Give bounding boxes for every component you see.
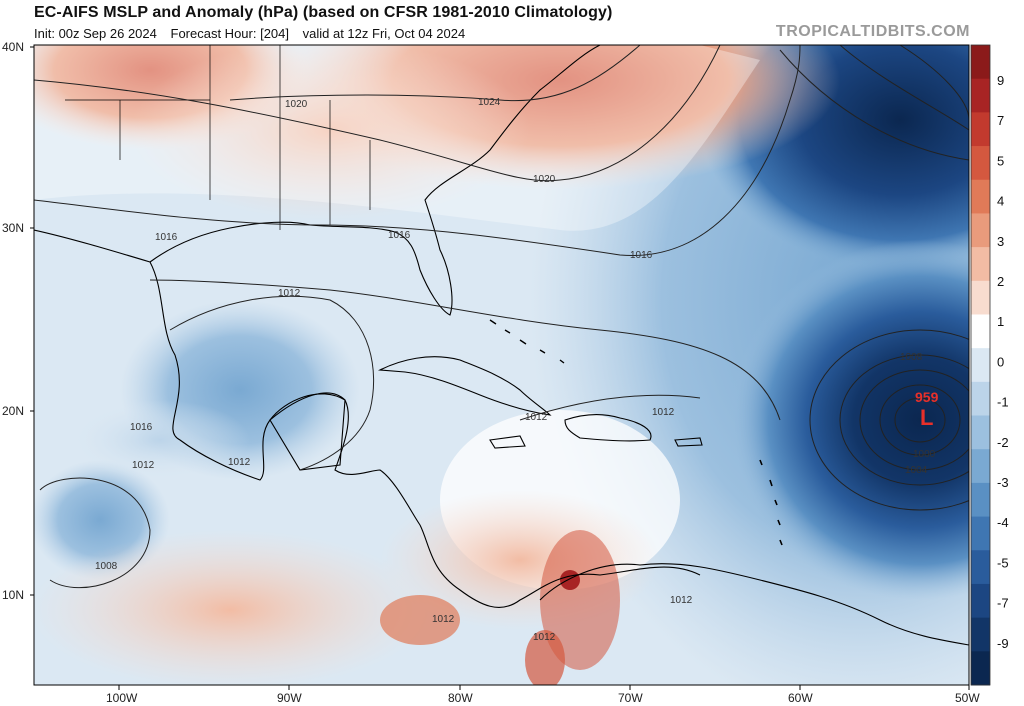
colorbar-label: 1 (997, 314, 1004, 329)
lon-label: 90W (277, 691, 302, 705)
colorbar-label: 5 (997, 153, 1004, 168)
colorbar-label: 0 (997, 354, 1004, 369)
colorbar-swatch (971, 179, 990, 214)
isobar-label: 1008 (95, 561, 118, 572)
colorbar-label: -2 (997, 435, 1009, 450)
colorbar-label: -9 (997, 636, 1009, 651)
init-time: Init: 00z Sep 26 2024 (34, 26, 157, 41)
colorbar-label: -1 (997, 395, 1009, 410)
colorbar-swatches (971, 45, 990, 686)
low-pressure-center: 959 L (915, 389, 939, 430)
colorbar-label: -3 (997, 475, 1009, 490)
coastlines (34, 45, 969, 646)
isobar-label: 1016 (155, 232, 178, 243)
colorbar-swatch (971, 146, 990, 181)
colorbar-swatch (971, 583, 990, 619)
isobar-label: 1016 (388, 230, 411, 241)
isobar-label: 1020 (285, 99, 308, 110)
isobar-label: 1000 (913, 449, 936, 460)
colorbar-frame (970, 44, 991, 686)
isobar-label: 1012 (278, 288, 301, 299)
colorbar-swatch (971, 112, 990, 147)
colorbar-swatch (971, 617, 990, 652)
isobar-label: 1016 (130, 422, 153, 433)
isobar-label: 1024 (478, 97, 501, 108)
latitude-axis: 40N 30N 20N 10N (2, 40, 34, 602)
isobar-label: 1012 (432, 614, 455, 625)
isobar-label: 1008 (900, 352, 923, 363)
isobar-labels: 1024 1020 1020 1016 1016 1016 1012 1016 … (95, 97, 936, 643)
colorbar: 9 7 5 4 3 2 1 0 -1 -2 -3 -4 -5 -7 -9 (970, 44, 1009, 686)
colorbar-label: 7 (997, 113, 1004, 128)
run-info: Init: 00z Sep 26 2024 Forecast Hour: [20… (34, 26, 475, 41)
watermark: TROPICALTIDBITS.COM (775, 23, 970, 40)
isobar-lines (34, 45, 969, 589)
isobar-label: 1012 (525, 412, 548, 423)
lat-label: 10N (2, 588, 24, 602)
forecast-hour: Forecast Hour: [204] (170, 26, 290, 41)
map-title: EC-AIFS MSLP and Anomaly (hPa) (based on… (34, 4, 613, 21)
lon-label: 60W (788, 691, 813, 705)
isobar-label: 1012 (132, 460, 155, 471)
colorbar-labels: 9 7 5 4 3 2 1 0 -1 -2 -3 -4 -5 -7 -9 (997, 73, 1009, 651)
colorbar-label: 4 (997, 194, 1004, 209)
isobar-label: 1012 (652, 407, 675, 418)
lat-label: 40N (2, 40, 24, 54)
isobar-label: 1020 (533, 174, 556, 185)
colorbar-swatch (971, 213, 990, 248)
lon-label: 100W (106, 691, 138, 705)
colorbar-swatch (971, 516, 990, 551)
lon-label: 80W (448, 691, 473, 705)
colorbar-label: -4 (997, 515, 1009, 530)
isobar-label: 1016 (630, 250, 653, 261)
colorbar-swatch (971, 314, 990, 349)
colorbar-swatch (971, 348, 990, 383)
isobar-label: 1012 (228, 457, 251, 468)
low-pressure-symbol: L (920, 405, 933, 430)
isobar-label: 1012 (533, 632, 556, 643)
colorbar-swatch (971, 45, 990, 80)
colorbar-swatch (971, 381, 990, 417)
colorbar-label: -5 (997, 555, 1009, 570)
low-pressure-value: 959 (915, 389, 939, 405)
colorbar-label: 9 (997, 73, 1004, 88)
colorbar-swatch (971, 415, 990, 450)
lon-label: 70W (618, 691, 643, 705)
colorbar-swatch (971, 280, 990, 315)
colorbar-swatch (971, 651, 990, 686)
colorbar-label: 3 (997, 234, 1004, 249)
colorbar-swatch (971, 78, 990, 113)
colorbar-swatch (971, 449, 990, 484)
colorbar-swatch (971, 482, 990, 518)
colorbar-label: -7 (997, 596, 1009, 611)
colorbar-swatch (971, 247, 990, 282)
valid-time: valid at 12z Fri, Oct 04 2024 (302, 26, 466, 41)
isobar-label: 1012 (670, 595, 693, 606)
isobar-label: 1004 (905, 465, 928, 476)
colorbar-label: 2 (997, 274, 1004, 289)
colorbar-swatch (971, 550, 990, 585)
longitude-axis: 100W 90W 80W 70W 60W 50W (106, 685, 980, 705)
map-frame (33, 44, 970, 686)
lon-label: 50W (955, 691, 980, 705)
lat-label: 30N (2, 221, 24, 235)
lat-label: 20N (2, 404, 24, 418)
